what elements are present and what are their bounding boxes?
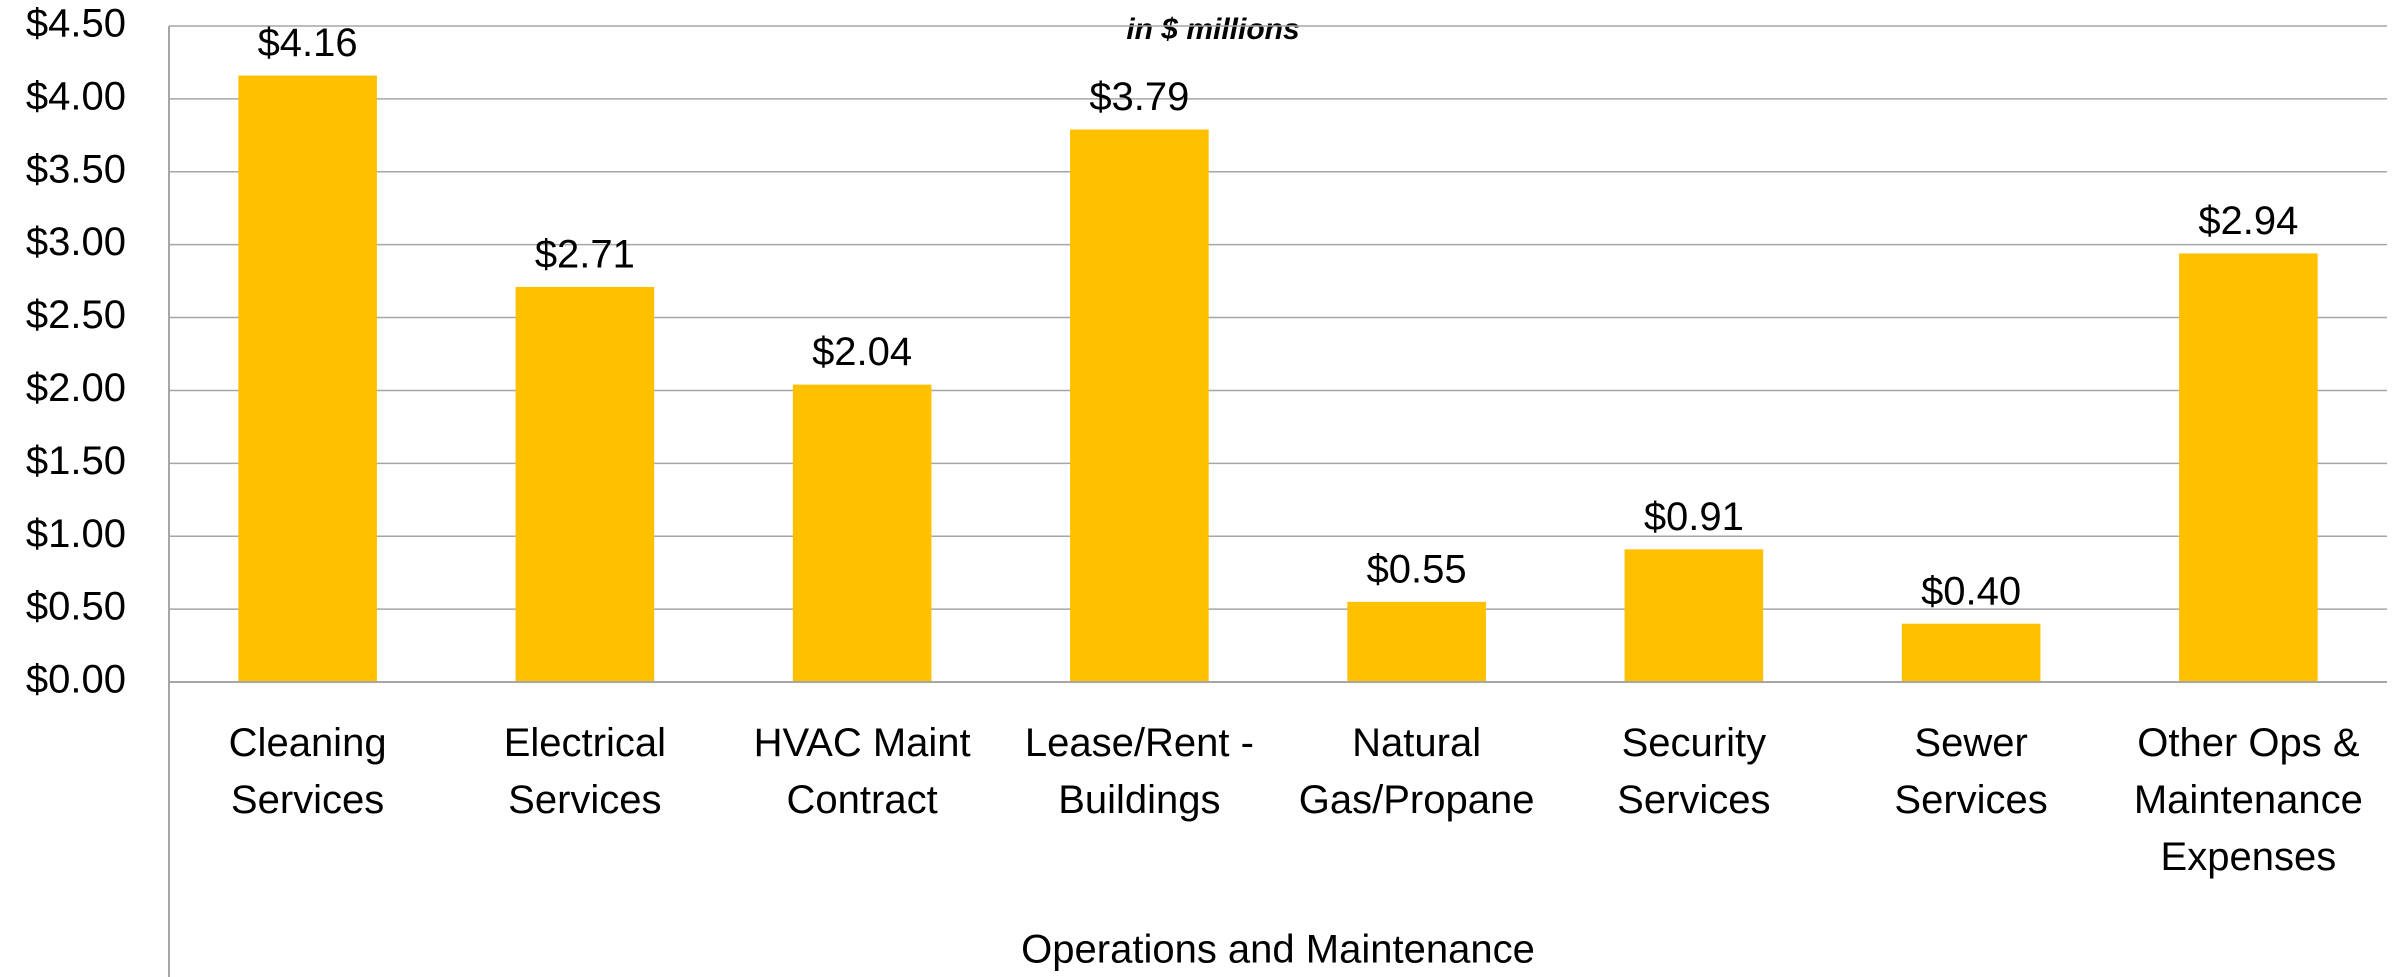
y-tick-label: $3.50 [26,147,126,191]
y-tick-label: $2.50 [26,293,126,337]
data-label: $3.79 [1089,75,1189,119]
bar [1347,601,1486,682]
data-label: $2.04 [812,330,912,374]
x-axis-title: Operations and Maintenance [1021,928,1535,972]
bar [1901,623,2041,682]
data-label: $2.71 [535,233,635,277]
bar [515,286,655,682]
x-tick-label: HVAC Maint Contract [754,721,971,822]
data-label: $0.40 [1921,569,2021,613]
y-tick-label: $0.50 [26,585,126,629]
y-tick-label: $0.00 [26,658,126,702]
y-tick-label: $3.00 [26,220,126,264]
y-tick-label: $1.50 [26,439,126,483]
data-label: $2.94 [2198,199,2298,243]
y-tick-label: $2.00 [26,366,126,410]
x-tick-label: Lease/Rent -Buildings [1025,721,1254,822]
data-label: $0.55 [1367,547,1467,591]
bar [1624,549,1764,682]
x-tick-label: Cleaning Services [229,721,387,822]
bar [792,384,932,682]
data-label: $0.91 [1644,495,1744,539]
chart-subtitle: in $ millions [1126,13,1299,46]
x-tick-label: Natural Gas/Propane [1299,721,1535,822]
bar [1070,129,1209,683]
x-tick-label: Electrical Services [504,721,666,822]
bar [2179,253,2318,682]
data-label: $4.16 [258,21,358,65]
x-tick-label: Sewer Services [1894,721,2047,822]
y-tick-label: $4.50 [26,2,126,46]
x-tick-label: Other Ops & Maintenance Expenses [2134,721,2363,879]
y-tick-label: $4.00 [26,74,126,118]
y-tick-label: $1.00 [26,512,126,556]
x-tick-label: Security Services [1617,721,1770,822]
bar [238,75,377,682]
